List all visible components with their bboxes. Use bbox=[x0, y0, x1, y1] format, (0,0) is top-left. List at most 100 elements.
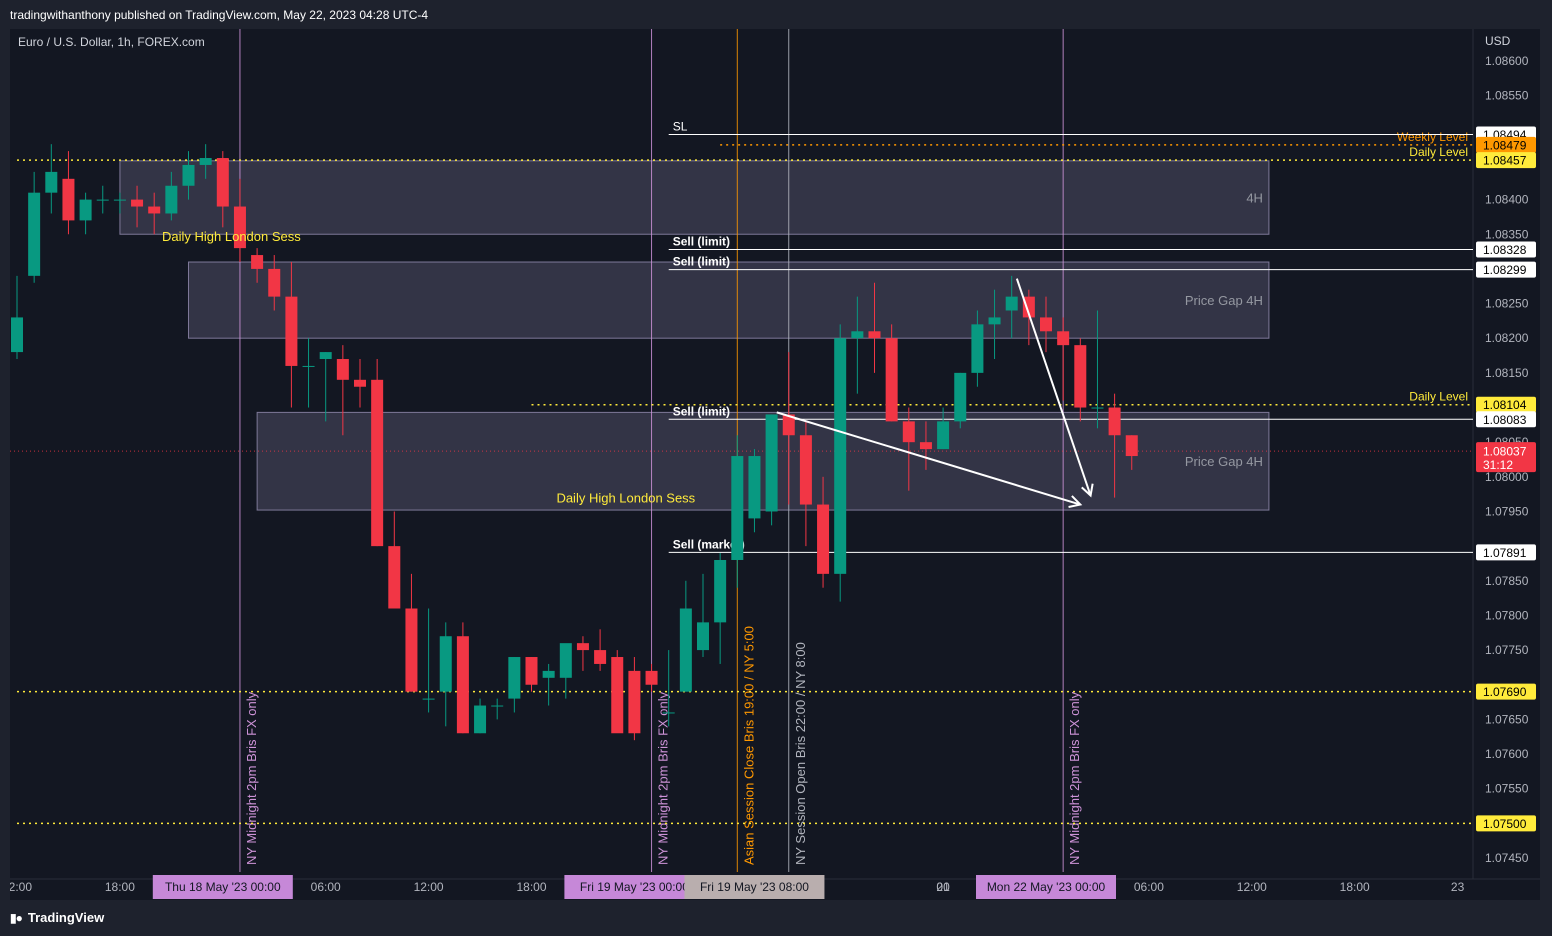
session-label: NY Midnight 2pm Bris FX only bbox=[656, 691, 671, 865]
trend-arrow bbox=[776, 411, 1081, 506]
candle-body bbox=[28, 192, 41, 276]
x-tick-label: 00 bbox=[936, 880, 950, 894]
price-badge-text: 1.08457 bbox=[1483, 154, 1527, 168]
session-label: NY Midnight 2pm Bris FX only bbox=[1067, 691, 1082, 865]
tradingview-footer: ▮● TradingView bbox=[10, 910, 104, 925]
x-highlight-badge bbox=[684, 875, 825, 899]
price-badge-text: 1.08083 bbox=[1483, 413, 1527, 427]
candle-body bbox=[542, 670, 555, 678]
price-badge-text: 1.07500 bbox=[1483, 817, 1527, 831]
candle-body bbox=[79, 199, 92, 221]
candle-body bbox=[628, 670, 641, 734]
candle-body bbox=[216, 158, 229, 207]
candle-body bbox=[1057, 331, 1070, 346]
candle-body bbox=[817, 504, 830, 574]
candle-body bbox=[919, 442, 932, 450]
price-badge bbox=[1476, 241, 1536, 258]
current-price-badge bbox=[1476, 442, 1536, 473]
candle-body bbox=[731, 456, 744, 560]
y-tick-label: 1.07600 bbox=[1485, 747, 1529, 761]
order-label: Sell (limit) bbox=[673, 255, 730, 269]
y-tick-label: 1.08250 bbox=[1485, 297, 1529, 311]
candle-body bbox=[782, 414, 795, 436]
candle-body bbox=[96, 199, 109, 201]
candle-body bbox=[199, 158, 212, 165]
order-label: Sell (limit) bbox=[673, 404, 730, 418]
candle-body bbox=[113, 199, 126, 201]
x-tick-label: 18:00 bbox=[1340, 880, 1370, 894]
price-badge bbox=[1476, 815, 1536, 832]
y-tick-label: 1.08350 bbox=[1485, 227, 1529, 241]
price-badge-text: 1.08104 bbox=[1483, 398, 1527, 412]
zone-label: 4H bbox=[1246, 191, 1263, 206]
level-label: Weekly Level bbox=[1397, 130, 1468, 144]
candle-body bbox=[576, 643, 589, 651]
price-badge bbox=[1476, 136, 1536, 153]
candle-body bbox=[491, 705, 504, 707]
x-tick-label: 21 bbox=[936, 880, 950, 894]
candlestick-chart[interactable]: 4H Price Gap 4H Price Gap 4H NY Midnight 2p… bbox=[10, 29, 1540, 900]
candle-body bbox=[388, 546, 401, 609]
candle-body bbox=[1074, 345, 1087, 408]
candle-body bbox=[285, 296, 298, 366]
price-badge bbox=[1476, 683, 1536, 700]
candle-body bbox=[868, 331, 881, 339]
session-label: Asian Session Close Bris 19:00 / NY 5:00 bbox=[741, 626, 756, 865]
y-tick-label: 1.07950 bbox=[1485, 504, 1529, 518]
y-tick-label: 1.08400 bbox=[1485, 193, 1529, 207]
candle-body bbox=[1022, 296, 1035, 318]
candle-body bbox=[988, 317, 1001, 325]
candle-body bbox=[371, 379, 384, 547]
y-tick-label: 1.08150 bbox=[1485, 366, 1529, 380]
y-tick-label: 1.08000 bbox=[1485, 470, 1529, 484]
candle-body bbox=[336, 359, 349, 380]
x-tick-label: 18:00 bbox=[105, 880, 135, 894]
level-label: Daily Level bbox=[1409, 145, 1468, 159]
zone-box bbox=[256, 411, 1270, 511]
y-tick-label: 1.07750 bbox=[1485, 643, 1529, 657]
x-highlight-badge bbox=[152, 875, 293, 899]
candle-body bbox=[834, 338, 847, 574]
price-badge bbox=[1476, 261, 1536, 278]
zone-label: Price Gap 4H bbox=[1185, 454, 1263, 469]
candle-body bbox=[971, 324, 984, 373]
session-label: NY Midnight 2pm Bris FX only bbox=[244, 691, 259, 865]
x-highlight-text: Thu 18 May '23 00:00 bbox=[165, 880, 281, 894]
order-label: SL bbox=[673, 119, 688, 133]
x-highlight-badge bbox=[564, 875, 705, 899]
chart-area[interactable]: 4H Price Gap 4H Price Gap 4H NY Midnight 2p… bbox=[10, 29, 1540, 900]
candle-body bbox=[508, 657, 521, 699]
price-badge-text: 1.07891 bbox=[1483, 546, 1527, 560]
price-badge-text: 1.07690 bbox=[1483, 685, 1527, 699]
candle-body bbox=[422, 698, 435, 700]
x-tick-label: 23 bbox=[1451, 880, 1465, 894]
candle-body bbox=[302, 365, 315, 367]
candle-body bbox=[354, 379, 366, 387]
arrow-head-icon bbox=[1068, 495, 1083, 508]
x-highlight-badge bbox=[976, 875, 1116, 899]
annotation-text: Daily High London Sess bbox=[556, 490, 695, 505]
x-tick-label: 12:00 bbox=[10, 880, 32, 894]
price-badge-text: 1.08299 bbox=[1483, 263, 1527, 277]
price-badge-text: 1.08479 bbox=[1483, 138, 1527, 152]
candle-body bbox=[45, 171, 58, 193]
candle-body bbox=[697, 622, 709, 651]
candle-body bbox=[799, 435, 812, 505]
candle-body bbox=[148, 206, 161, 214]
y-tick-label: 1.07550 bbox=[1485, 782, 1529, 796]
price-badge bbox=[1476, 411, 1536, 428]
tradingview-logo-icon: ▮● bbox=[10, 910, 23, 925]
candle-body bbox=[165, 185, 178, 214]
candle-body bbox=[714, 559, 727, 623]
zone-box bbox=[119, 160, 1270, 235]
current-price-text: 1.08037 bbox=[1483, 445, 1527, 459]
candle-body bbox=[131, 199, 144, 207]
candle-body bbox=[525, 657, 538, 685]
candle-body bbox=[233, 206, 246, 249]
x-highlight-text: Fri 19 May '23 00:00 bbox=[580, 880, 689, 894]
candle-body bbox=[319, 352, 332, 360]
price-badge bbox=[1476, 544, 1536, 561]
price-badge bbox=[1476, 396, 1536, 413]
currency-label: USD bbox=[1485, 34, 1511, 48]
candle-body bbox=[679, 608, 692, 692]
